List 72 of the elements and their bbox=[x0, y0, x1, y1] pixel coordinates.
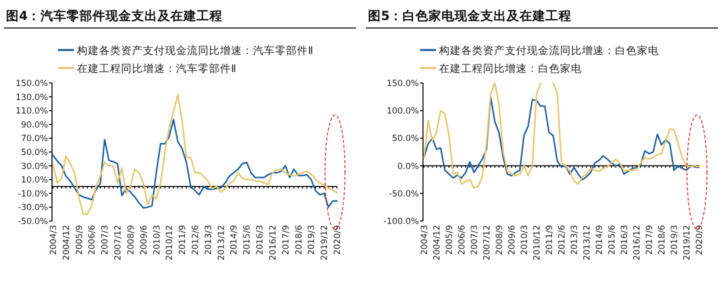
x-tick-label: 2013/3 bbox=[570, 225, 580, 255]
x-tick-label: 2017/9 bbox=[281, 225, 292, 255]
x-tick-label: 2004/3 bbox=[49, 225, 59, 255]
y-tick-label: 50.0% bbox=[392, 134, 419, 144]
x-tick-label: 2006/6 bbox=[88, 225, 98, 255]
x-tick-label: 2005/9 bbox=[74, 225, 85, 255]
legend-label: 在建工程同比增速：汽车零部件Ⅱ bbox=[77, 62, 236, 75]
x-tick-label: 2019/3 bbox=[307, 225, 318, 255]
x-tick-label: 2007/3 bbox=[100, 225, 111, 255]
x-tick-label: 2013/12 bbox=[582, 225, 592, 260]
x-tick-label: 2014/9 bbox=[595, 225, 605, 255]
line-series bbox=[423, 96, 700, 180]
y-tick-label: 10.0% bbox=[20, 176, 48, 186]
x-tick-label: 2019/12 bbox=[320, 225, 330, 260]
x-tick-label: 2019/3 bbox=[670, 225, 680, 255]
x-tick-label: 2008/9 bbox=[126, 225, 136, 255]
y-tick-label: 150.0% bbox=[386, 79, 419, 89]
y-tick-label: -50.0% bbox=[388, 189, 419, 200]
legend-label: 构建各类资产支付现金流同比增速：汽车零部件Ⅱ bbox=[76, 44, 314, 57]
x-tick-label: 2014/9 bbox=[230, 225, 240, 255]
x-tick-label: 2007/3 bbox=[470, 225, 480, 255]
chart-title: 图4：汽车零部件现金支出及在建工程 bbox=[6, 8, 223, 23]
y-tick-label: -10.0% bbox=[18, 189, 48, 200]
chart-title: 图5：白色家电现金支出及在建工程 bbox=[368, 8, 572, 23]
x-tick-label: 2019/12 bbox=[682, 225, 692, 260]
legend-label: 在建工程同比增速：白色家电 bbox=[439, 62, 582, 75]
x-tick-label: 2006/6 bbox=[458, 225, 468, 255]
x-tick-label: 2009/6 bbox=[508, 225, 518, 255]
x-tick-label: 2012/6 bbox=[191, 225, 201, 255]
y-tick-label: 150.0% bbox=[16, 79, 48, 89]
x-tick-label: 2008/9 bbox=[495, 225, 505, 255]
x-tick-label: 2013/12 bbox=[216, 225, 227, 260]
x-tick-label: 2015/6 bbox=[242, 225, 253, 255]
line-series bbox=[52, 94, 338, 215]
x-tick-label: 2020/9 bbox=[695, 225, 705, 255]
line-series bbox=[52, 118, 338, 209]
y-tick-label: -30.0% bbox=[18, 203, 48, 214]
x-tick-label: 2004/3 bbox=[420, 225, 430, 255]
x-tick-label: 2009/6 bbox=[139, 225, 150, 255]
y-tick-label: 50.0% bbox=[20, 148, 48, 158]
x-tick-label: 2005/9 bbox=[445, 225, 455, 255]
x-tick-label: 2015/6 bbox=[608, 225, 618, 255]
y-tick-label: -50.0% bbox=[18, 217, 48, 227]
legend-label: 构建各类资产支付现金流同比增速：白色家电 bbox=[438, 44, 659, 57]
x-tick-label: 2017/9 bbox=[645, 225, 655, 255]
y-tick-label: 30.0% bbox=[20, 162, 48, 172]
x-tick-label: 2011/9 bbox=[178, 225, 188, 255]
x-tick-label: 2018/6 bbox=[294, 225, 304, 255]
x-tick-label: 2020/9 bbox=[333, 225, 343, 255]
y-tick-label: 130.0% bbox=[16, 92, 48, 103]
x-tick-label: 2016/12 bbox=[268, 225, 278, 260]
x-tick-label: 2007/12 bbox=[114, 225, 124, 260]
y-tick-label: 100.0% bbox=[386, 106, 419, 117]
y-tick-label: 110.0% bbox=[16, 106, 48, 117]
x-tick-label: 2010/12 bbox=[532, 225, 542, 260]
x-tick-label: 2007/12 bbox=[482, 225, 492, 260]
x-tick-label: 2004/12 bbox=[432, 225, 442, 260]
x-tick-label: 2011/9 bbox=[545, 225, 555, 255]
y-tick-label: 0.0% bbox=[397, 162, 419, 172]
x-tick-label: 2004/12 bbox=[62, 225, 72, 260]
x-tick-label: 2016/12 bbox=[632, 225, 642, 260]
x-tick-label: 2010/12 bbox=[165, 225, 176, 260]
x-tick-label: 2010/3 bbox=[520, 225, 530, 255]
x-tick-label: 2010/3 bbox=[152, 225, 162, 255]
y-tick-label: 90.0% bbox=[20, 120, 48, 130]
x-tick-label: 2016/3 bbox=[256, 225, 266, 255]
y-tick-label: 70.0% bbox=[20, 134, 48, 144]
x-tick-label: 2016/3 bbox=[620, 225, 630, 255]
x-tick-label: 2018/6 bbox=[658, 225, 668, 255]
y-tick-label: -100.0% bbox=[384, 217, 419, 227]
x-tick-label: 2013/3 bbox=[204, 225, 214, 255]
x-tick-label: 2012/6 bbox=[558, 225, 568, 255]
